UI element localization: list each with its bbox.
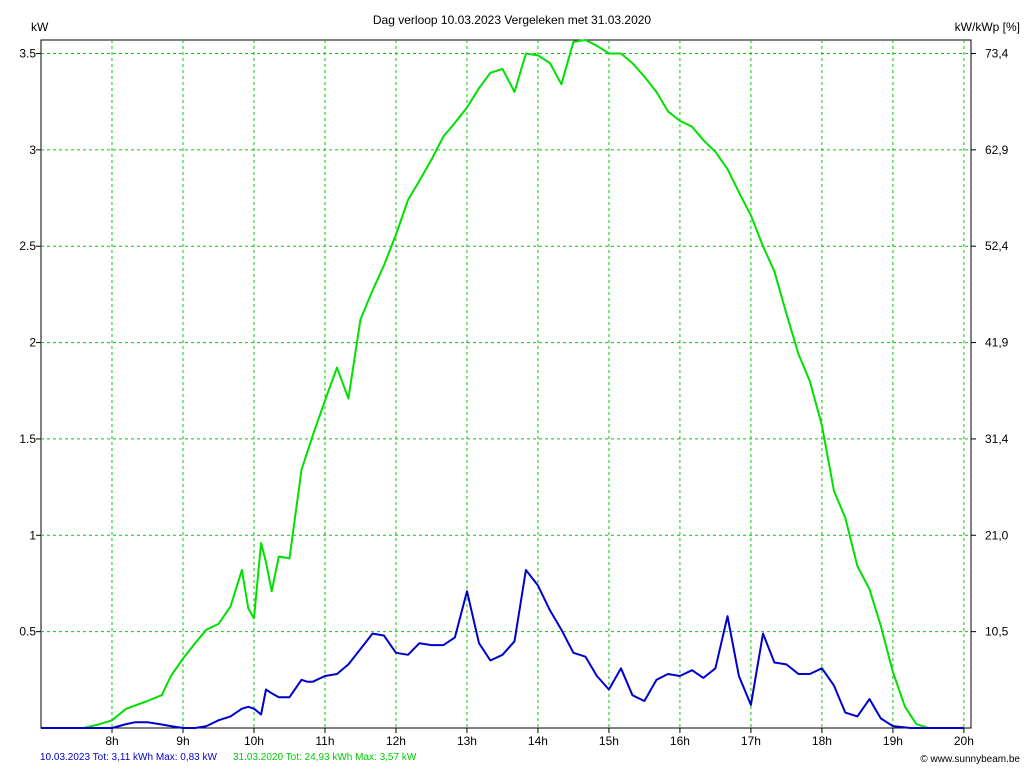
x-tick-label: 16h: [670, 734, 690, 748]
left-y-tick-labels: 0.5 1 1.5 2 2.5 3 3.5: [19, 46, 36, 638]
y2-tick-label: 31,4: [985, 432, 1009, 446]
series-lines: [41, 39, 964, 729]
chart-title: Dag verloop 10.03.2023 Vergeleken met 31…: [373, 13, 652, 27]
y2-tick-label: 10,5: [985, 625, 1009, 639]
x-tick-label: 8h: [105, 734, 118, 748]
right-axis-unit-label: kW/kWp [%]: [955, 20, 1020, 34]
x-tick-label: 15h: [599, 734, 619, 748]
y2-tick-label: 41,9: [985, 336, 1009, 350]
x-tick-label: 20h: [954, 734, 974, 748]
x-tick-label: 19h: [883, 734, 903, 748]
y-tick-label: 0.5: [19, 625, 36, 639]
x-tick-label: 14h: [528, 734, 548, 748]
left-axis-unit-label: kW: [31, 20, 49, 34]
x-tick-label: 18h: [812, 734, 832, 748]
grid: [36, 40, 976, 733]
plot-frame: [40, 39, 972, 729]
y-tick-label: 3.5: [19, 46, 36, 60]
x-tick-label: 9h: [176, 734, 189, 748]
x-tick-labels: 8h 9h 10h 11h 12h 13h 14h 15h 16h 17h 18h 19h 20h: [105, 734, 974, 748]
series-line-10-03-2023: [41, 569, 964, 729]
y-tick-label: 3: [29, 143, 36, 157]
y2-tick-label: 52,4: [985, 239, 1009, 253]
x-tick-label: 10h: [244, 734, 264, 748]
x-tick-label: 11h: [315, 734, 334, 748]
footer-summary-10-03-2023: 10.03.2023 Tot: 3,11 kWh Max: 0,83 kW: [40, 752, 218, 763]
y-tick-label: 1.5: [19, 432, 36, 446]
series-line-31-03-2020: [41, 39, 964, 729]
y2-tick-label: 73,4: [985, 46, 1009, 60]
x-tick-label: 13h: [457, 734, 477, 748]
y-tick-label: 1: [29, 528, 36, 542]
footer-credit: © www.sunnybeam.be: [920, 754, 1020, 765]
y-tick-label: 2: [29, 336, 36, 350]
x-tick-label: 17h: [741, 734, 761, 748]
right-y-tick-labels: 10,5 21,0 31,4 41,9 52,4 62,9 73,4: [985, 46, 1009, 638]
y2-tick-label: 21,0: [985, 528, 1009, 542]
x-tick-label: 12h: [386, 734, 406, 748]
footer-summary-31-03-2020: 31.03.2020 Tot: 24,93 kWh Max: 3,57 kW: [233, 752, 417, 763]
y2-tick-label: 62,9: [985, 143, 1009, 157]
y-tick-label: 2.5: [19, 239, 36, 253]
